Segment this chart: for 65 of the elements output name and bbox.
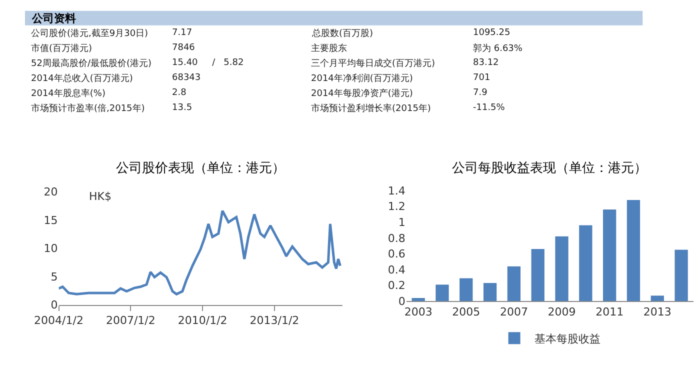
text: 2.8 <box>172 88 187 98</box>
bar <box>579 225 592 302</box>
y-tick-label: 20 <box>44 185 58 198</box>
y-tick-label: 1.4 <box>388 184 406 198</box>
legend-label: 基本每股收益 <box>534 332 600 346</box>
text: 市值(百万港元) <box>31 43 92 54</box>
y-tick-label: 0.4 <box>388 263 406 276</box>
bar <box>436 284 449 302</box>
text: 68343 <box>172 73 201 83</box>
text: 83.12 <box>473 58 499 68</box>
text: 7.9 <box>473 88 488 98</box>
y-tick-label: 0.2 <box>388 279 406 292</box>
bar <box>674 250 688 302</box>
text: 主要股东 <box>311 43 347 54</box>
text: 52周最高股价/最低股价(港元) <box>31 58 152 69</box>
chart-title: 公司股价表现（单位：港元） <box>116 161 285 176</box>
y-tick-label: 10 <box>44 242 58 256</box>
y-tick-label: 0 <box>398 295 406 308</box>
text: 7.17 <box>172 28 192 38</box>
text: 市场预计盈利增长率(2015年) <box>311 103 431 114</box>
y-tick-label: 1.2 <box>388 200 406 214</box>
x-tick-label: 2003 <box>404 305 432 318</box>
line-series <box>58 210 342 296</box>
x-tick-label: 2009 <box>548 305 576 318</box>
text: 郭为 6.63% <box>473 43 523 54</box>
text: 2014年净利润(百万港元) <box>311 73 413 84</box>
bar <box>507 266 521 302</box>
text: 2014年总收入(百万港元) <box>31 73 133 84</box>
y-axis-title: HK$ <box>89 190 112 203</box>
text: 总股数(百万股) <box>311 28 374 39</box>
text: 三个月平均每日成交(百万港元) <box>311 58 436 69</box>
text: 公司股价(港元,截至9月30日) <box>31 28 148 39</box>
text: 7846 <box>172 43 196 53</box>
text: 13.5 <box>172 103 192 113</box>
x-tick-label: 2007 <box>500 305 528 318</box>
y-tick-label: 0 <box>50 298 58 312</box>
bar <box>650 296 664 302</box>
text: 701 <box>473 73 490 83</box>
text: -11.5% <box>473 103 506 113</box>
text: 2014年股息率(%) <box>31 88 106 99</box>
bar <box>626 200 640 302</box>
bar <box>460 278 473 302</box>
y-tick-label: 15 <box>44 214 58 227</box>
y-tick-label: 0.8 <box>388 232 406 245</box>
y-tick-label: 5 <box>50 270 58 284</box>
y-tick-label: 1 <box>398 216 406 229</box>
bar <box>603 209 616 302</box>
text: 2014年每股净资产(港元) <box>311 88 413 99</box>
x-tick-label: 2010/1/2 <box>178 314 228 328</box>
text: 市场预计市盈率(倍,2015年) <box>31 103 145 114</box>
x-tick-label: 2013 <box>643 305 672 318</box>
bar <box>483 283 497 302</box>
bar <box>555 236 568 302</box>
text: 15.40 / 5.82 <box>172 58 244 68</box>
bar <box>531 249 544 302</box>
x-tick-label: 2013/1/2 <box>250 314 300 328</box>
text: 公司资料 <box>31 12 76 25</box>
bar <box>412 298 425 302</box>
x-tick-label: 2005 <box>452 305 480 318</box>
x-tick-label: 2004/1/2 <box>34 314 84 328</box>
text: 1095.25 <box>473 28 510 38</box>
y-tick-label: 0.6 <box>388 248 406 261</box>
x-tick-label: 2011 <box>596 305 624 318</box>
chart-title: 公司每股收益表现（单位：港元） <box>452 161 647 176</box>
x-tick-label: 2007/1/2 <box>106 314 156 328</box>
